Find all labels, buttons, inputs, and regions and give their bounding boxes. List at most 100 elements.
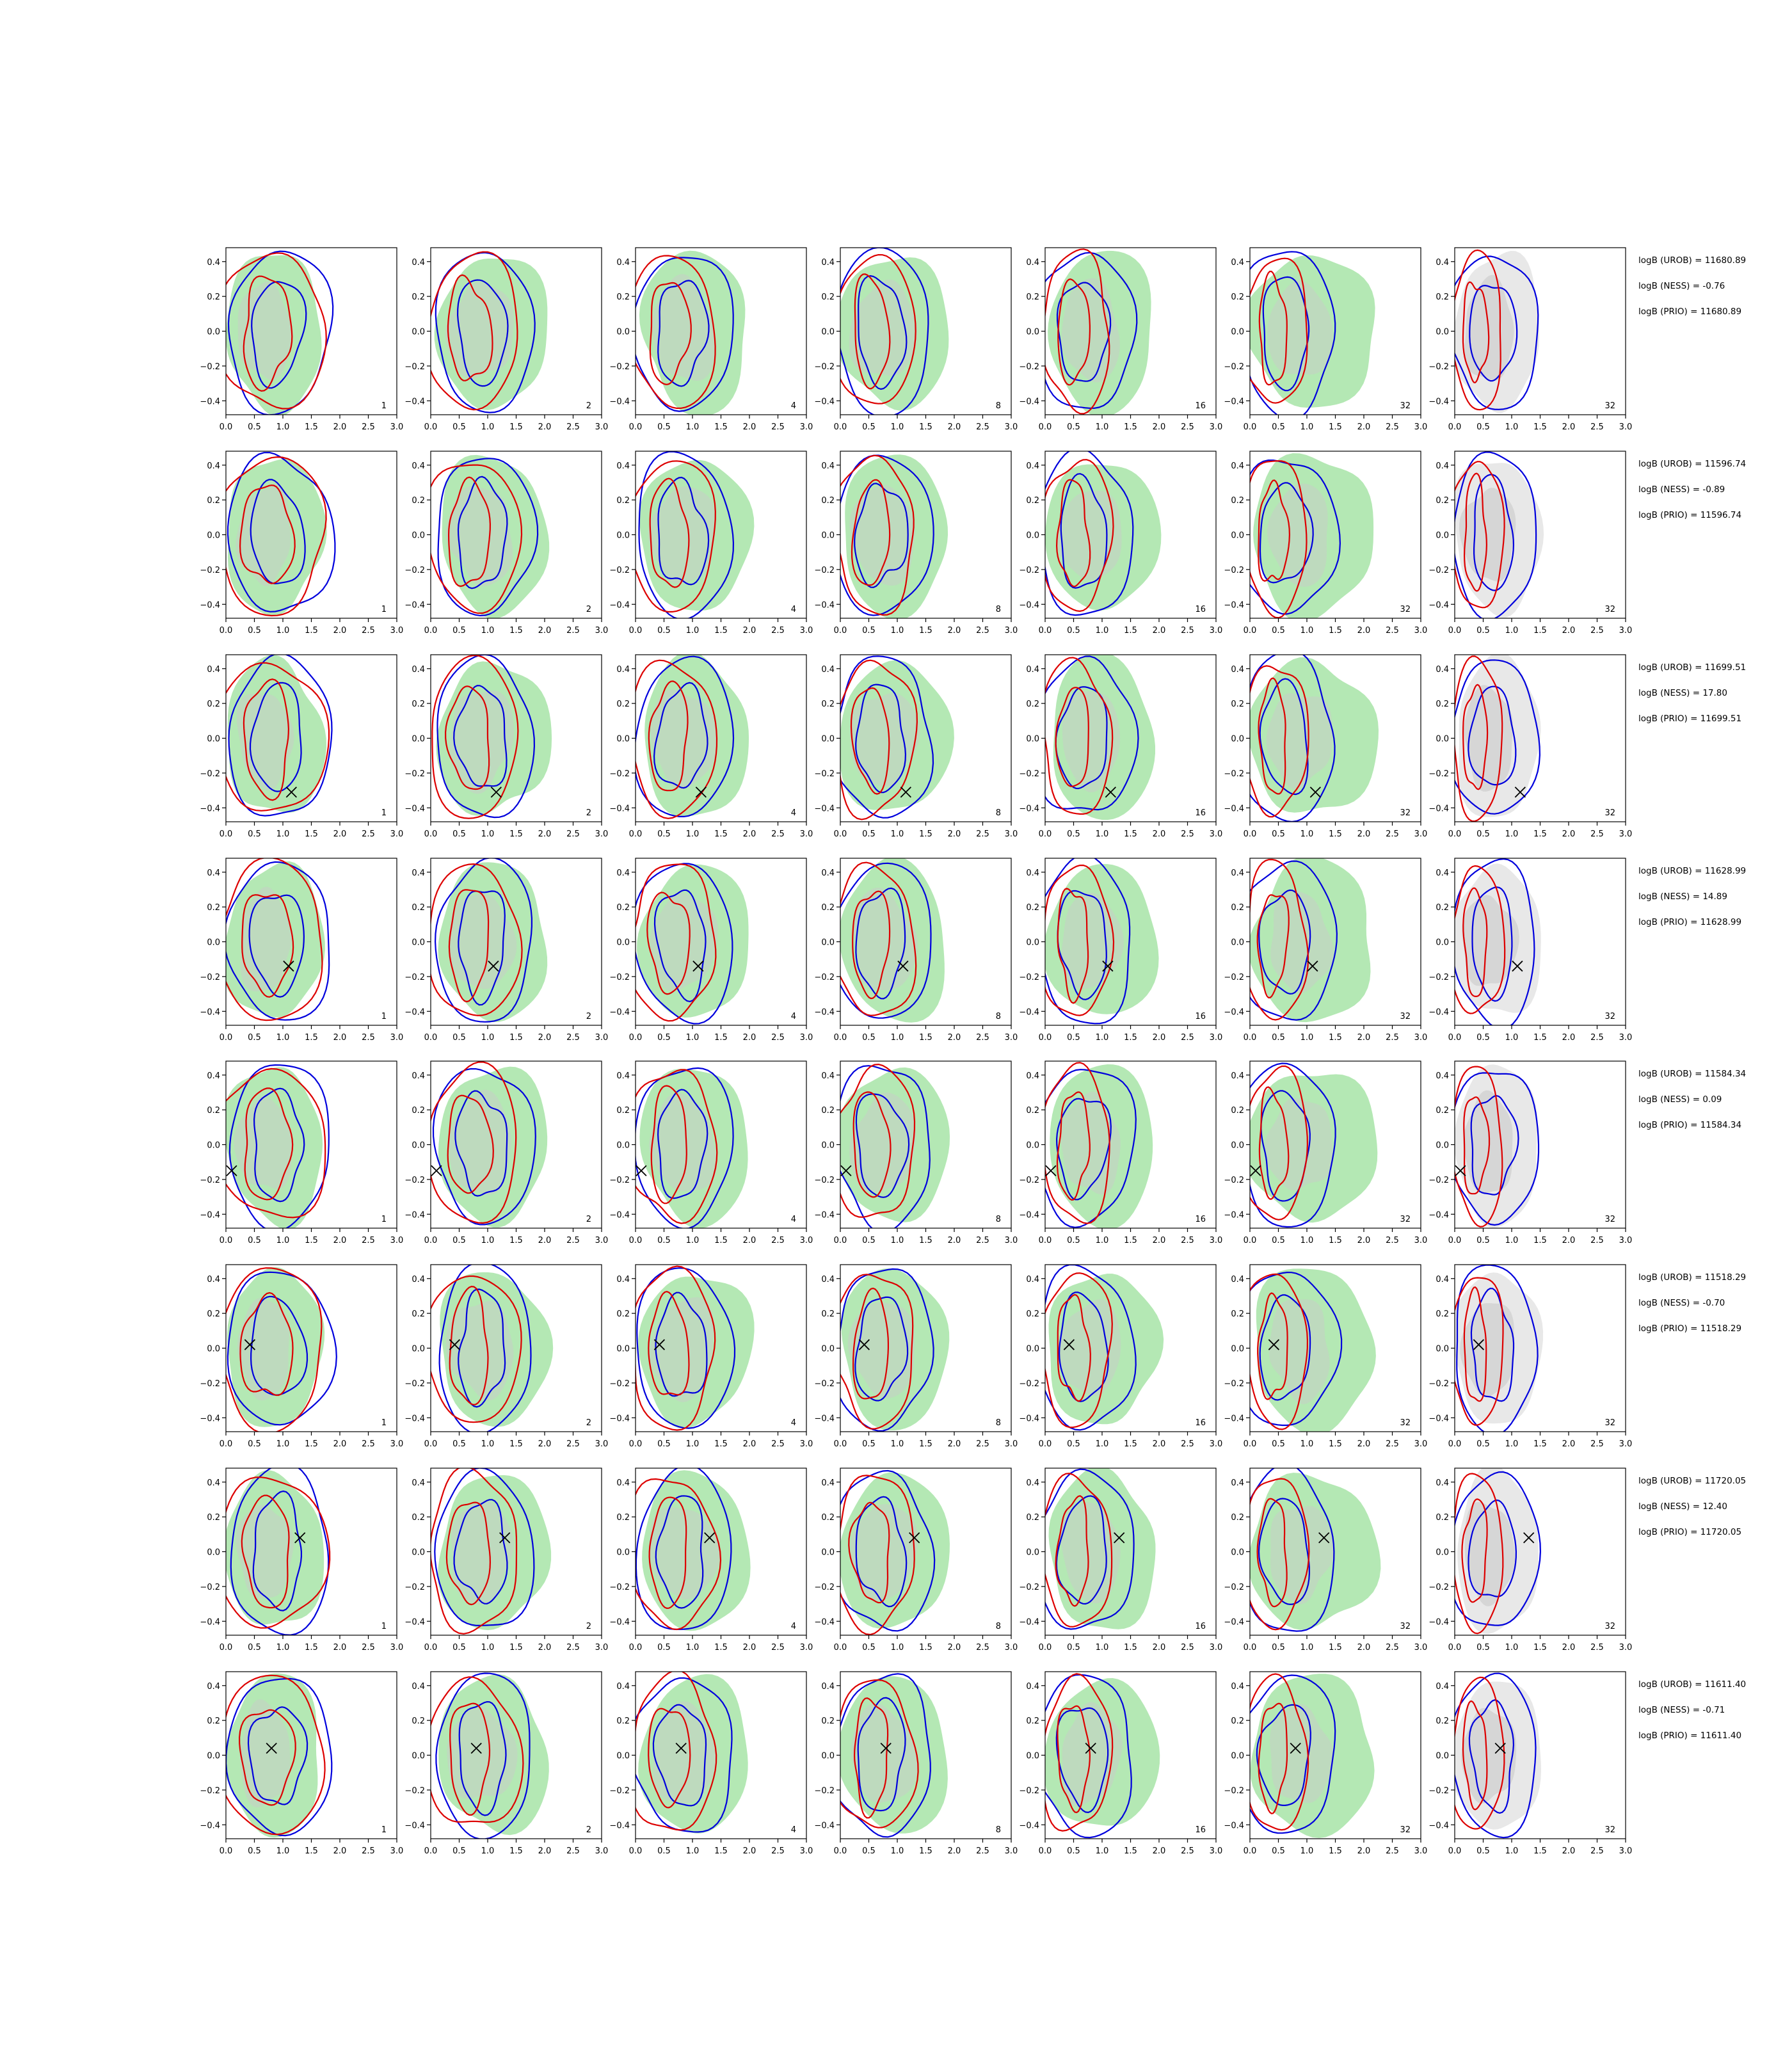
- true-value-marker: [1085, 1742, 1096, 1754]
- y-tick-label: −0.4: [1019, 1210, 1039, 1220]
- panel-r7-c2: 0.0 0.5 1.0 1.5 2.0 2.5 3.0 0.4 0.2 0.0 −0.2 −0.4 2: [404, 1468, 608, 1652]
- y-tick-label: −0.4: [1428, 1210, 1449, 1220]
- panel-column-tag: 32: [1604, 1215, 1615, 1224]
- y-tick-label: −0.2: [404, 769, 425, 779]
- y-tick-label: −0.4: [200, 1821, 220, 1830]
- y-tick-label: −0.2: [1428, 362, 1449, 372]
- x-tick-label: 1.0: [1300, 626, 1314, 636]
- density-fill-inner: [240, 1699, 291, 1808]
- x-tick-label: 3.0: [1619, 1033, 1633, 1043]
- y-tick-label: 0.0: [207, 531, 220, 541]
- x-tick-label: 0.5: [452, 1236, 466, 1245]
- y-tick-label: 0.2: [1026, 292, 1039, 302]
- x-tick-label: 2.0: [1562, 1236, 1576, 1245]
- x-tick-label: 0.5: [657, 1033, 671, 1043]
- panel-plot-area: [840, 655, 954, 820]
- x-tick-label: 2.0: [1153, 1236, 1166, 1245]
- red-contour-outer: [1250, 460, 1308, 618]
- y-tick-label: 0.2: [1436, 1106, 1449, 1116]
- x-tick-label: 2.5: [362, 626, 375, 636]
- y-tick-label: 0.4: [1436, 461, 1449, 471]
- x-tick-label: 3.0: [1210, 1236, 1223, 1245]
- panel-column-tag: 8: [996, 1215, 1001, 1224]
- x-tick-label: 1.0: [891, 1439, 904, 1449]
- y-tick-label: 0.4: [207, 868, 220, 878]
- x-tick-label: 1.0: [1300, 1846, 1314, 1856]
- y-tick-label: 0.0: [616, 531, 630, 541]
- density-fill-inner: [849, 484, 915, 586]
- x-tick-label: 0.0: [220, 1236, 233, 1245]
- x-tick-label: 1.0: [276, 1236, 290, 1245]
- blue-contour-inner: [855, 1496, 908, 1608]
- x-tick-label: 2.5: [1181, 1439, 1194, 1449]
- x-tick-label: 2.0: [1153, 829, 1166, 839]
- x-tick-label: 0.5: [862, 626, 876, 636]
- panel-r2-c4: 0.0 0.5 1.0 1.5 2.0 2.5 3.0 0.4 0.2 0.0 −0.2 −0.4 8: [814, 451, 1018, 636]
- red-contour-inner: [244, 1087, 294, 1201]
- density-fill-inner: [1060, 1502, 1121, 1604]
- x-tick-label: 0.0: [629, 422, 643, 432]
- x-tick-label: 2.5: [771, 626, 785, 636]
- red-contour-outer: [636, 1672, 717, 1831]
- x-tick-label: 0.0: [1448, 1643, 1462, 1652]
- density-fill-inner: [1062, 691, 1121, 793]
- x-tick-label: 1.0: [481, 422, 495, 432]
- red-contour-outer: [1045, 864, 1115, 1016]
- density-fill-outer: [227, 1267, 325, 1427]
- density-fill-outer: [1048, 1468, 1156, 1629]
- y-tick-label: 0.2: [821, 700, 835, 709]
- panel-r2-c1: 0.0 0.5 1.0 1.5 2.0 2.5 3.0 0.4 0.2 0.0 −0.2 −0.4 1: [200, 451, 403, 636]
- x-tick-label: 2.5: [976, 1236, 989, 1245]
- panel-plot-area: [1455, 655, 1541, 822]
- y-tick-label: 0.2: [821, 1106, 835, 1116]
- x-tick-label: 2.0: [1153, 422, 1166, 432]
- x-tick-label: 0.5: [1067, 626, 1080, 636]
- x-tick-label: 0.0: [1448, 422, 1462, 432]
- y-tick-label: −0.2: [404, 1379, 425, 1389]
- x-tick-label: 1.5: [919, 1846, 932, 1856]
- panel-column-tag: 8: [996, 1418, 1001, 1428]
- y-tick-label: −0.2: [1428, 566, 1449, 575]
- blue-contour-inner: [247, 1706, 308, 1805]
- density-fill-inner: [237, 281, 293, 380]
- y-tick-label: 0.0: [821, 1141, 835, 1151]
- x-tick-label: 2.5: [1386, 626, 1399, 636]
- panel-r8-c2: 0.0 0.5 1.0 1.5 2.0 2.5 3.0 0.4 0.2 0.0 −0.2 −0.4 2: [404, 1671, 608, 1856]
- y-tick-label: 0.4: [1231, 665, 1244, 675]
- y-tick-label: −0.4: [609, 397, 630, 406]
- y-tick-label: −0.4: [404, 1007, 425, 1017]
- x-tick-label: 2.0: [538, 1846, 552, 1856]
- red-contour-outer: [226, 456, 327, 617]
- y-tick-label: 0.2: [412, 496, 425, 506]
- red-contour-inner: [1258, 1086, 1290, 1200]
- panel-r7-c4: 0.0 0.5 1.0 1.5 2.0 2.5 3.0 0.4 0.2 0.0 −0.2 −0.4 8: [814, 1468, 1018, 1652]
- x-tick-label: 2.0: [538, 1439, 552, 1449]
- true-value-marker: [900, 787, 911, 798]
- y-tick-label: 0.2: [207, 903, 220, 913]
- red-contour-outer: [840, 1679, 919, 1828]
- red-contour-inner: [1462, 684, 1489, 790]
- panel-column-tag: 1: [381, 1215, 387, 1224]
- y-tick-label: −0.2: [404, 973, 425, 982]
- red-contour-inner: [1056, 1091, 1091, 1201]
- y-tick-label: −0.2: [1019, 1786, 1039, 1796]
- y-tick-label: −0.4: [1019, 1617, 1039, 1627]
- x-tick-label: 0.5: [1067, 829, 1080, 839]
- x-tick-label: 1.5: [1329, 1643, 1342, 1652]
- y-tick-label: −0.2: [1019, 1379, 1039, 1389]
- y-tick-label: 0.2: [821, 1513, 835, 1523]
- y-tick-label: 0.2: [1231, 1716, 1244, 1726]
- panel-plot-area: [1045, 1062, 1153, 1228]
- y-tick-label: −0.2: [1428, 1176, 1449, 1185]
- x-tick-label: 2.5: [1590, 626, 1604, 636]
- x-tick-label: 1.0: [686, 829, 700, 839]
- y-tick-label: 0.2: [412, 1309, 425, 1319]
- density-fill-inner: [1061, 278, 1120, 383]
- blue-contour-outer: [1455, 1672, 1537, 1839]
- panel-column-tag: 16: [1195, 401, 1206, 411]
- x-tick-label: 1.5: [305, 626, 318, 636]
- x-tick-label: 1.0: [1505, 829, 1519, 839]
- true-value-marker: [431, 1165, 442, 1176]
- logb-annotation: logB (UROB) = 11699.51: [1638, 662, 1746, 673]
- y-tick-label: −0.2: [1019, 973, 1039, 982]
